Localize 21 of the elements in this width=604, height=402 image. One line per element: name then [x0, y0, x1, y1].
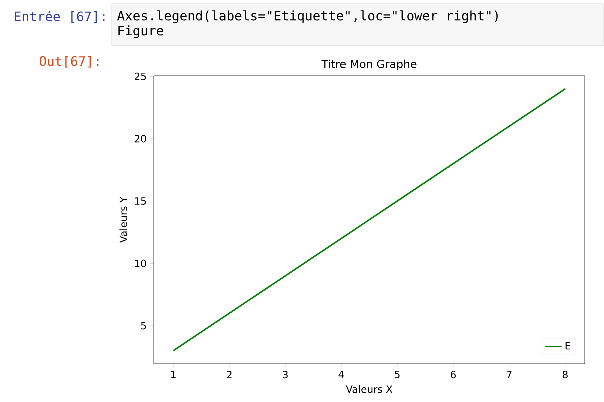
y-tick-label: 15 [135, 198, 146, 206]
x-tick-label: 6 [450, 371, 456, 379]
x-tick-label: 8 [562, 371, 568, 379]
text: Entrée [67]: [15, 10, 105, 24]
x-tick-label: 5 [395, 371, 400, 378]
y-tick-label: 5 [141, 322, 146, 330]
x-tick-label: 1 [172, 371, 176, 378]
legend-label: E [566, 342, 571, 350]
x-tick-label: 2 [227, 371, 232, 378]
text: Figure [118, 26, 164, 38]
chart-title: Titre Mon Graphe [322, 60, 417, 70]
y-tick-label: 10 [135, 260, 146, 268]
y-tick-label: 20 [134, 135, 146, 143]
x-tick-label: 7 [507, 371, 512, 378]
text: Axes.legend(labels="Etiquette",loc="lower right") [117, 10, 498, 24]
x-tick-label: 4 [338, 371, 344, 378]
y-tick-label: 25 [134, 72, 146, 80]
text: Out[67]: [40, 56, 99, 68]
y-axis-title: Valeurs Y [120, 196, 128, 243]
x-tick-label: 3 [283, 371, 288, 379]
x-axis-title: Valeurs X [346, 385, 393, 394]
